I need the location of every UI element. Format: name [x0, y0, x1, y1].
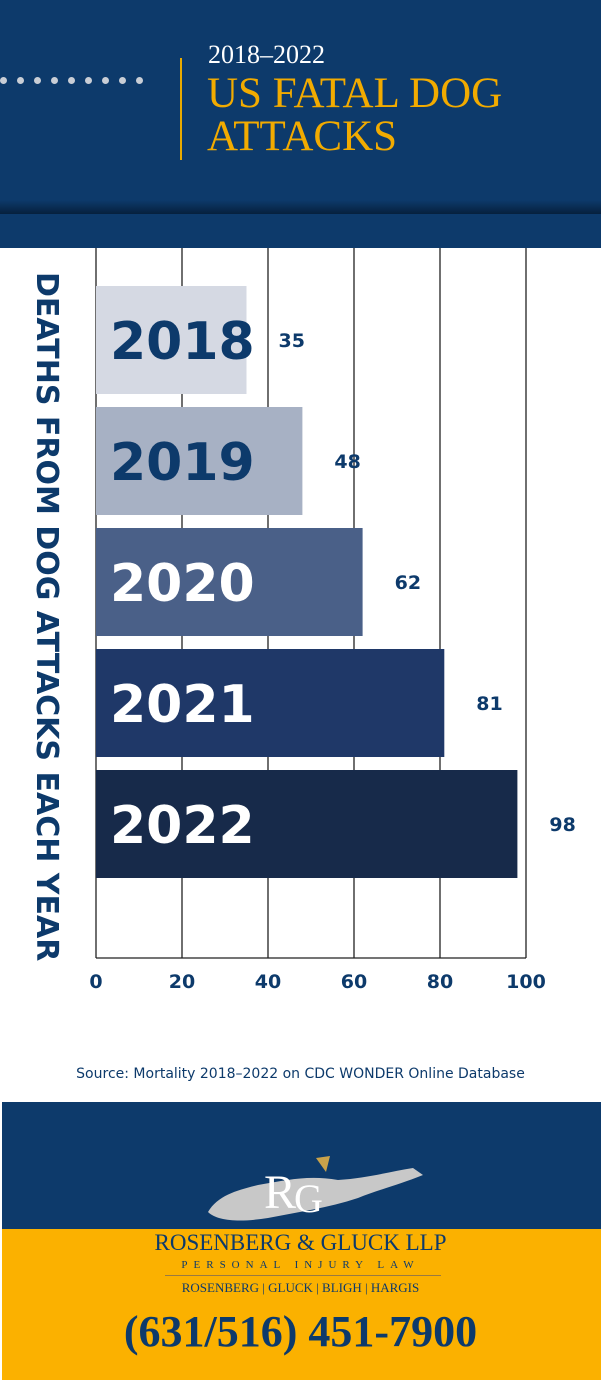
x-tick-label: 100: [506, 971, 546, 993]
header-shadow: [0, 200, 601, 214]
bar-value-label: 81: [476, 693, 502, 715]
firm-partners: ROSENBERG | GLUCK | BLIGH | HARGIS: [181, 1280, 420, 1295]
svg-text:R: R: [264, 1166, 296, 1219]
svg-text:G: G: [294, 1176, 323, 1221]
x-tick-label: 0: [89, 971, 102, 993]
x-tick-label: 20: [169, 971, 195, 993]
bar-2021: [96, 649, 445, 757]
bar-value-label: 35: [279, 330, 305, 352]
bar-category-label: 2019: [110, 433, 255, 493]
x-tick-label: 80: [427, 971, 453, 993]
x-tick-label: 60: [341, 971, 367, 993]
bar-value-label: 98: [549, 814, 575, 836]
bar-2018: [96, 286, 247, 394]
bar-value-label: 62: [395, 572, 421, 594]
bar-category-label: 2022: [110, 796, 255, 856]
firm-name: ROSENBERG & GLUCK LLP: [154, 1230, 447, 1255]
bar-chart: 0 20 40 60 80 100 2018 35 2019 48 2020 62 2021 81 2022…: [89, 248, 576, 993]
chart-title: US FATAL DOG ATTACKS: [207, 70, 503, 160]
bar-category-label: 2021: [110, 675, 255, 735]
tagline-rule: [165, 1275, 441, 1276]
chart-subtitle: 2018–2022: [208, 40, 325, 69]
phone-number[interactable]: (631/516) 451-7900: [123, 1307, 478, 1356]
footer-contact-band: [2, 1229, 601, 1380]
x-tick-label: 40: [255, 971, 281, 993]
bar-category-label: 2020: [110, 554, 255, 614]
bar-2020: [96, 528, 363, 636]
dots-decoration: [0, 77, 143, 84]
bar-2019: [96, 407, 303, 515]
divider: [180, 58, 182, 160]
y-axis-label: DEATHS FROM DOG ATTACKS EACH YEAR: [29, 272, 64, 962]
firm-tagline: PERSONAL INJURY LAW: [181, 1259, 420, 1271]
source-note: Source: Mortality 2018–2022 on CDC WONDE…: [76, 1066, 525, 1082]
header-banner: 2018–2022 US FATAL DOG ATTACKS: [0, 0, 601, 248]
firm-logo: R G: [208, 1156, 423, 1221]
bar-value-label: 48: [334, 451, 360, 473]
bar-2022: [96, 770, 518, 878]
bar-category-label: 2018: [110, 312, 255, 372]
